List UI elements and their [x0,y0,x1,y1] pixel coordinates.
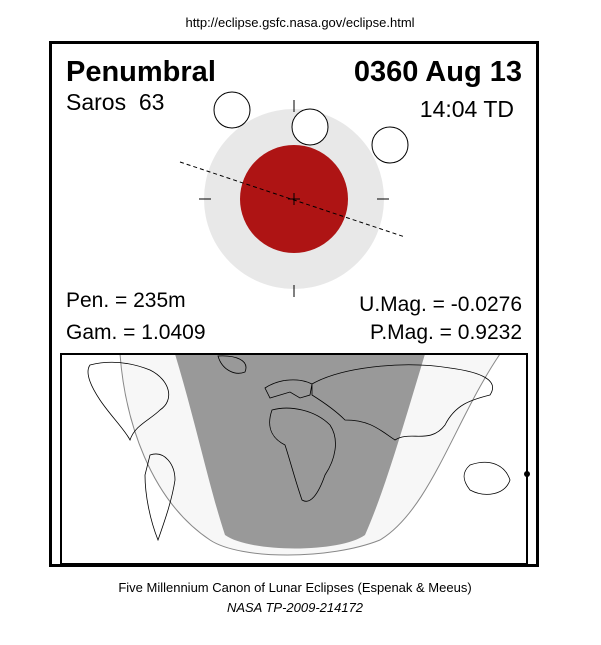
coastlines [87,355,511,542]
saros: Saros 63 [66,89,164,115]
time: 14:04 TD [420,96,514,122]
world-map [60,353,530,565]
moon-start [213,91,251,129]
moon-path [179,161,406,238]
map-marker [524,471,530,477]
footer-title: Five Millennium Canon of Lunar Eclipses … [118,580,471,595]
penumbral-magnitude: P.Mag. = 0.9232 [370,321,522,344]
eclipse-date: 0360 Aug 13 [354,56,522,88]
moon-max [291,108,329,146]
frame [49,41,539,567]
visibility-curve [119,354,501,556]
eclipse-type: Penumbral [66,56,216,88]
pen-duration: Pen. = 235m [66,289,186,312]
gamma: Gam. = 1.0409 [66,321,206,344]
penumbral-visibility [175,354,425,549]
moon-end [371,126,409,164]
footer-ref: NASA TP-2009-214172 [227,600,364,615]
map-border [60,353,528,565]
umbral-magnitude: U.Mag. = -0.0276 [359,293,522,316]
shadow-diagram [179,91,409,297]
url: http://eclipse.gsfc.nasa.gov/eclipse.htm… [185,15,414,30]
